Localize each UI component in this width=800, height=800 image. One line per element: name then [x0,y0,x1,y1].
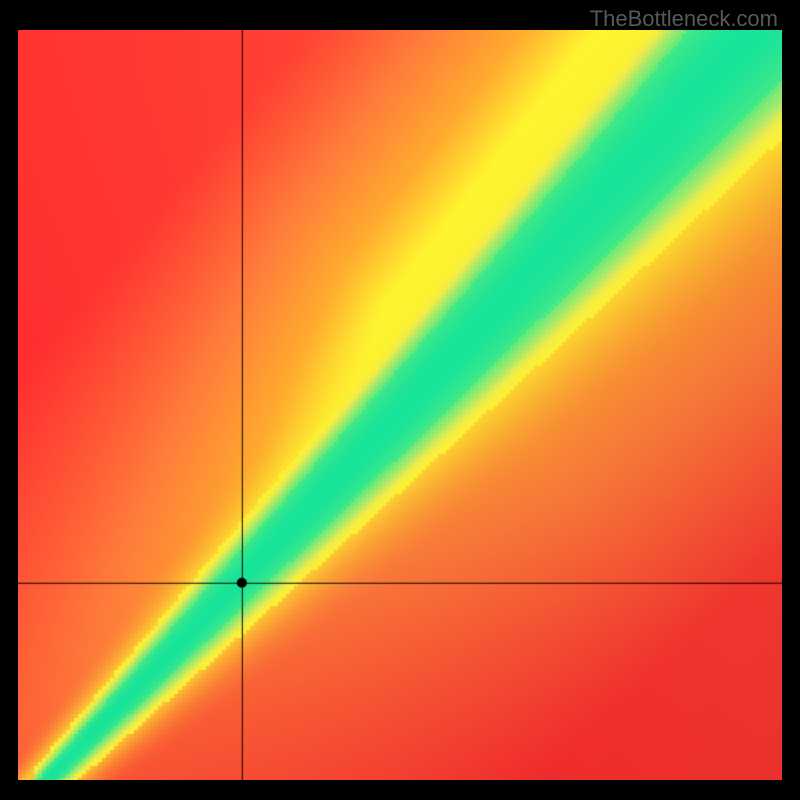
watermark-text: TheBottleneck.com [590,6,778,32]
bottleneck-heatmap [18,30,782,780]
